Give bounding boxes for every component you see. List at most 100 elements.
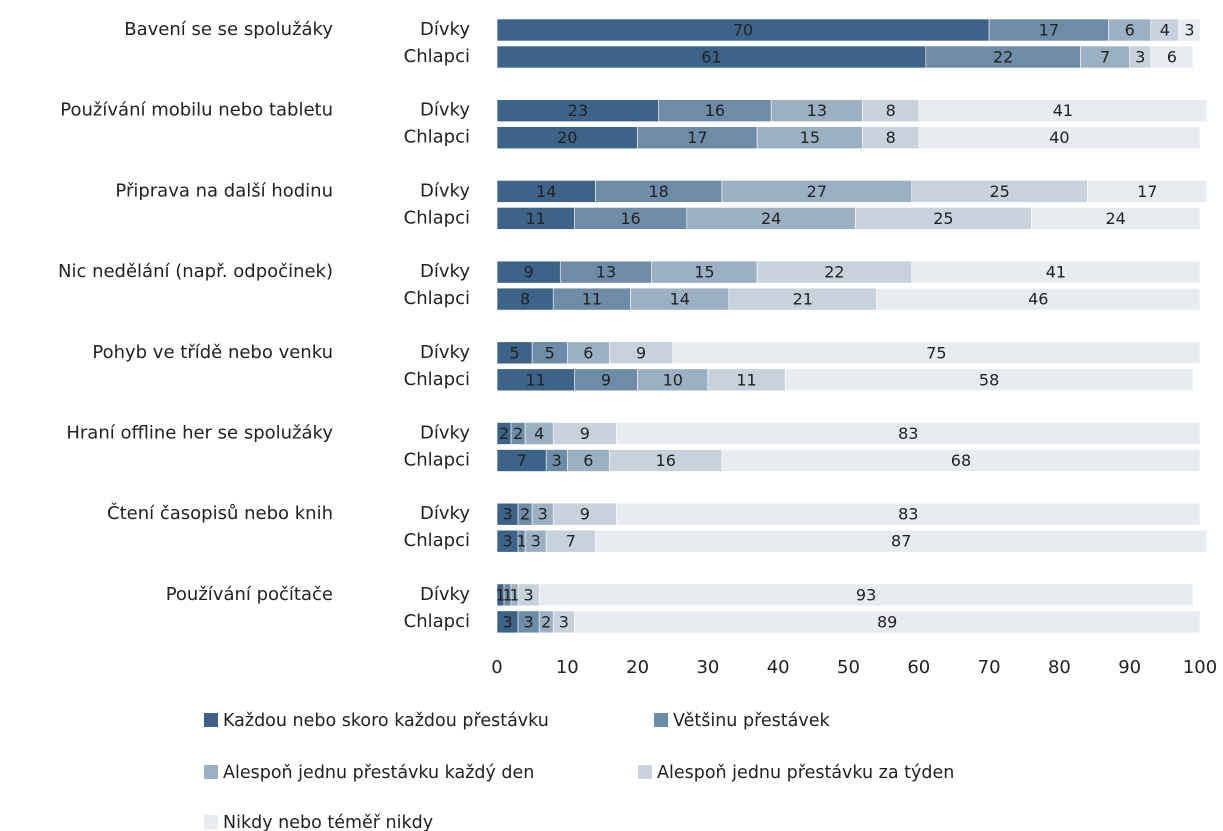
data-label: 9 [580,424,590,443]
x-tick-label: 100 [1183,657,1217,678]
category-label: Hraní offline her se spolužáky [66,423,333,444]
data-label: 2 [541,612,551,631]
data-label: 3 [552,451,562,470]
data-label: 6 [1125,21,1135,40]
subgroup-label: Chlapci [404,127,470,148]
data-label: 11 [525,370,545,389]
bar-segment [918,126,1201,149]
data-label: 11 [582,290,602,309]
data-label: 2 [513,424,523,443]
bar-segment [595,529,1208,553]
data-label: 83 [898,424,918,443]
subgroup-label: Dívky [420,342,470,363]
legend-swatch [638,765,652,779]
data-label: 8 [886,128,896,147]
data-label: 89 [877,612,897,631]
data-label: 15 [800,128,820,147]
data-label: 13 [596,263,616,282]
subgroup-label: Chlapci [404,450,470,471]
data-label: 6 [583,451,593,470]
legend-swatch [204,815,218,829]
data-label: 5 [545,343,555,362]
data-label: 93 [856,585,876,604]
data-label: 2 [499,424,509,443]
data-label: 1 [495,585,505,604]
bar-segment [574,610,1201,634]
bar-segment [616,422,1201,445]
data-label: 61 [701,48,721,67]
data-label: 7 [1100,48,1110,67]
data-label: 3 [538,505,548,524]
legend-swatch [204,765,218,779]
data-label: 4 [534,424,544,443]
data-label: 1 [502,585,512,604]
bar-segment [538,583,1194,607]
data-label: 24 [1105,209,1125,228]
bar-segment [616,502,1201,526]
x-tick-label: 20 [626,657,649,678]
subgroup-label: Chlapci [404,369,470,390]
bar-segment [1178,18,1201,42]
bar-segment [672,341,1201,365]
x-tick-label: 40 [767,657,790,678]
data-label: 10 [663,370,683,389]
data-label: 58 [979,370,999,389]
data-label: 23 [568,101,588,120]
legend-swatch [204,713,218,727]
data-label: 7 [517,451,527,470]
subgroup-label: Dívky [420,261,470,282]
subgroup-label: Chlapci [404,611,470,632]
data-label: 17 [687,128,707,147]
x-tick-label: 60 [907,657,930,678]
data-label: 1 [509,585,519,604]
category-label: Používání počítače [166,584,333,605]
subgroup-label: Chlapci [404,207,470,228]
x-tick-label: 70 [978,657,1001,678]
legend-label: Alespoň jednu přestávku za týden [657,763,954,783]
data-label: 3 [1135,48,1145,67]
x-tick-label: 10 [556,657,579,678]
bar-segment [1150,45,1194,69]
data-label: 70 [733,21,753,40]
data-label: 7 [566,532,576,551]
data-label: 15 [694,263,714,282]
data-label: 27 [807,182,827,201]
bar-segment [1030,207,1201,230]
data-label: 87 [891,532,911,551]
category-label: Nic nedělání (např. odpočinek) [58,261,333,282]
data-label: 9 [524,263,534,282]
subgroup-label: Chlapci [404,530,470,551]
data-label: 16 [656,451,676,470]
data-label: 3 [502,505,512,524]
subgroup-label: Dívky [420,100,470,121]
data-label: 6 [583,343,593,362]
x-tick-label: 30 [696,657,719,678]
data-label: 21 [793,290,813,309]
data-label: 25 [989,182,1009,201]
data-label: 8 [520,290,530,309]
data-label: 6 [1167,48,1177,67]
data-label: 20 [557,128,577,147]
data-label: 68 [951,451,971,470]
data-label: 8 [886,101,896,120]
data-label: 11 [736,370,756,389]
subgroup-label: Dívky [420,180,470,201]
data-label: 46 [1028,290,1048,309]
subgroup-label: Chlapci [404,46,470,67]
data-label: 3 [524,612,534,631]
data-label: 1 [517,532,527,551]
data-label: 9 [601,370,611,389]
data-label: 11 [525,209,545,228]
legend-label: Alespoň jednu přestávku každý den [223,763,534,783]
data-label: 16 [705,101,725,120]
data-label: 17 [1137,182,1157,201]
subgroup-label: Dívky [420,19,470,40]
data-label: 3 [531,532,541,551]
data-label: 3 [502,532,512,551]
data-label: 22 [993,48,1013,67]
data-label: 18 [649,182,669,201]
data-label: 3 [524,585,534,604]
data-label: 24 [761,209,781,228]
data-label: 40 [1049,128,1069,147]
legend-label: Většinu přestávek [673,711,830,731]
